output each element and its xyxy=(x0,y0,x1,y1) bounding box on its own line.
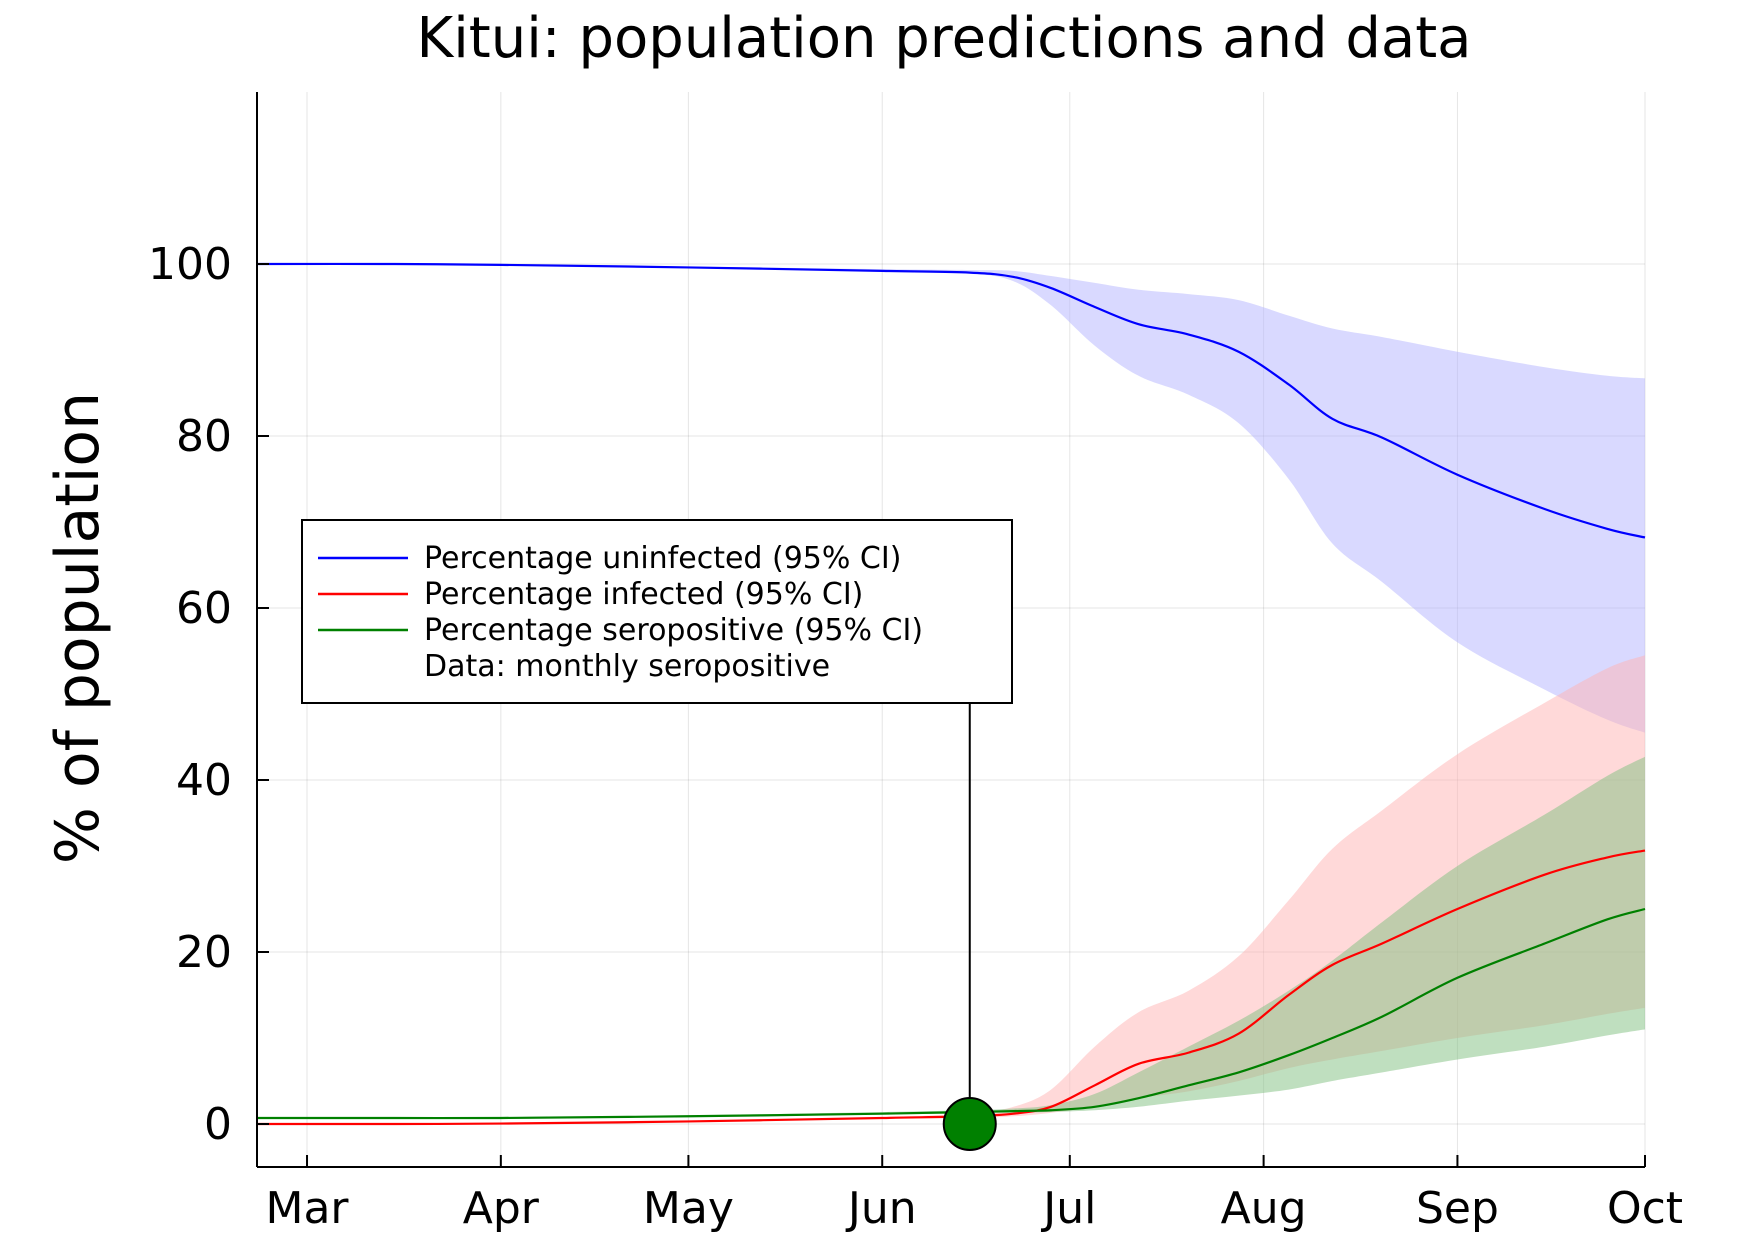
x-tick-label-aug: Aug xyxy=(1221,1183,1307,1234)
confidence-bands xyxy=(257,263,1645,1125)
axes: 0 20 40 60 80 100 Mar Apr May Jun Jul Aug Sep Oct xyxy=(148,92,1683,1234)
y-tick-label-80: 80 xyxy=(176,411,232,462)
legend-entry-data-monthly-seropositive: Data: monthly seropositive xyxy=(424,649,830,684)
x-tick-label-sep: Sep xyxy=(1416,1183,1499,1234)
y-tick-label-40: 40 xyxy=(176,755,232,806)
x-tick-label-oct: Oct xyxy=(1607,1183,1683,1234)
y-tick-label-20: 20 xyxy=(176,927,232,978)
line-percentage-seropositive-95-ci xyxy=(256,907,1646,1120)
chart-title: Kitui: population predictions and data xyxy=(417,6,1472,71)
x-tick-label-apr: Apr xyxy=(463,1183,540,1234)
legend: Percentage uninfected (95% CI)Percentage… xyxy=(301,519,1013,704)
y-tick-label-100: 100 xyxy=(148,239,232,290)
x-tick-label-may: May xyxy=(643,1183,734,1234)
data-points xyxy=(942,698,997,1151)
band-percentage-uninfected-95-ci xyxy=(257,263,1645,733)
series-lines xyxy=(256,262,1646,1126)
legend-entry-percentage-infected-95-ci: Percentage infected (95% CI) xyxy=(424,577,863,612)
legend-entry-percentage-seropositive-95-ci: Percentage seropositive (95% CI) xyxy=(424,613,923,648)
data-point-0 xyxy=(942,1097,997,1151)
x-tick-label-jun: Jun xyxy=(845,1183,917,1234)
line-percentage-uninfected-95-ci xyxy=(256,262,1646,539)
band-percentage-seropositive-95-ci xyxy=(257,756,1645,1119)
x-tick-label-mar: Mar xyxy=(266,1183,350,1234)
y-tick-label-0: 0 xyxy=(204,1099,232,1150)
legend-box xyxy=(301,519,1013,704)
x-tick-label-jul: Jul xyxy=(1040,1183,1096,1234)
y-tick-label-60: 60 xyxy=(176,583,232,634)
line-percentage-infected-95-ci xyxy=(256,849,1646,1126)
legend-entry-percentage-uninfected-95-ci: Percentage uninfected (95% CI) xyxy=(424,541,901,576)
y-axis-label: % of population xyxy=(43,392,113,864)
